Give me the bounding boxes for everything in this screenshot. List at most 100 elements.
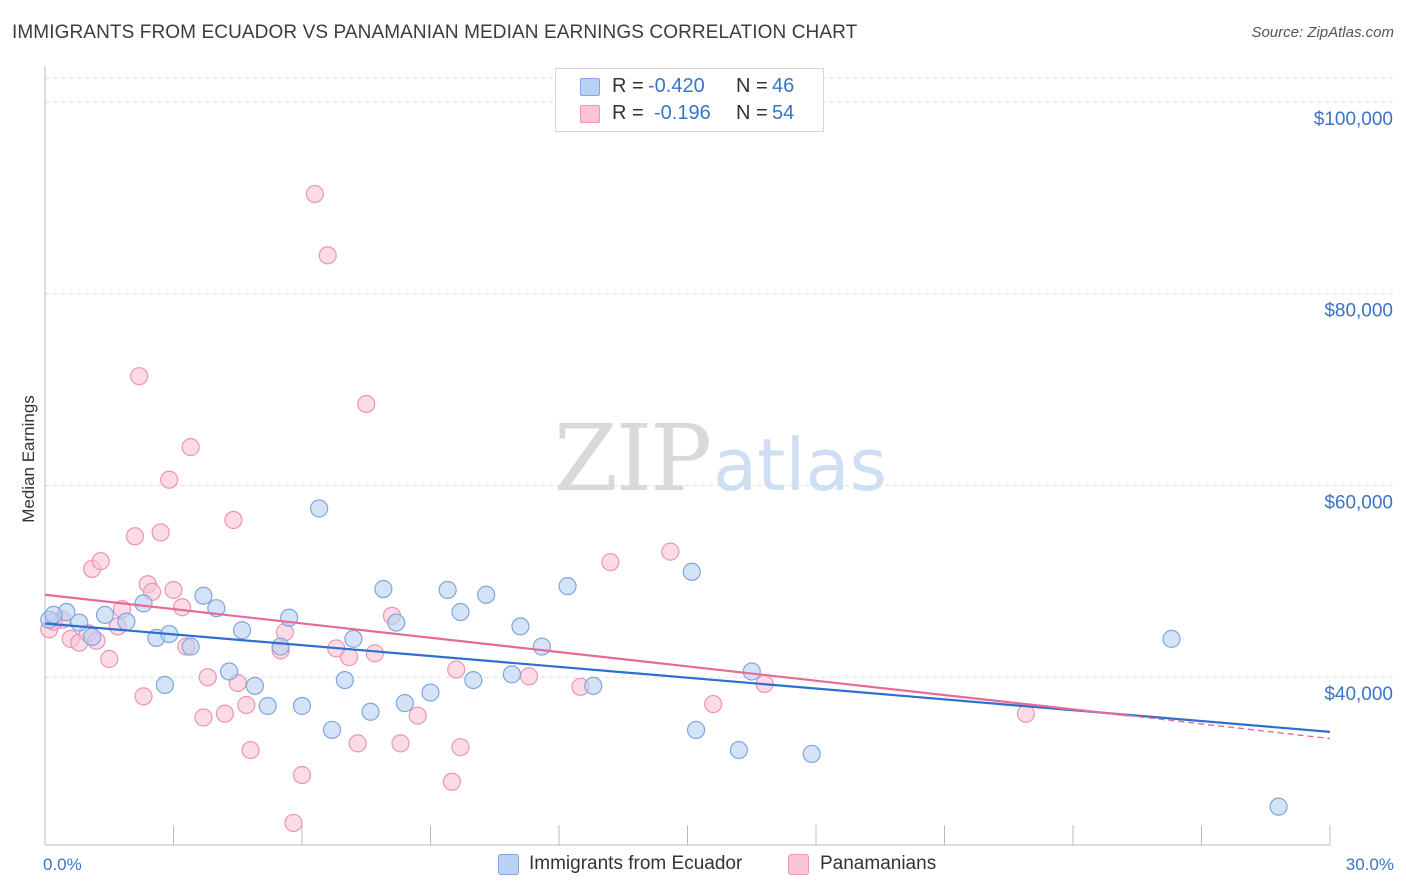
y-tick-label: $40,000 (1324, 684, 1393, 705)
panamanians-point (442, 772, 462, 791)
panamanians-point (134, 687, 153, 706)
panamanians-point (151, 523, 170, 542)
ecuador-point (310, 499, 329, 518)
panamanians-point (241, 740, 260, 760)
ecuador-point (682, 562, 701, 581)
ecuador-point (477, 585, 496, 604)
ecuador-point (232, 621, 252, 640)
legend-label: Immigrants from Ecuador (529, 853, 743, 874)
ecuador-point (220, 662, 239, 681)
y-tick-label: $100,000 (1314, 109, 1393, 130)
ecuador-point (245, 676, 264, 695)
panamanians-point (194, 708, 213, 727)
legend-n-label: N = (736, 102, 768, 124)
ecuador-point (742, 662, 761, 681)
panamanians-trend-line (44, 593, 1129, 717)
ecuador-point (532, 637, 551, 656)
ecuador-point (258, 696, 277, 716)
panamanians-point (91, 552, 110, 571)
ecuador-point (502, 665, 521, 684)
ecuador-point (292, 696, 312, 716)
panamanians-point (160, 470, 179, 489)
panamanians-point (451, 738, 470, 757)
ecuador-point (1162, 629, 1181, 648)
ecuador-point (729, 740, 749, 760)
ecuador-point (344, 629, 363, 648)
legend-row-ecuador: R = -0.420 N = 46 (556, 74, 823, 100)
panamanians-point (348, 734, 367, 753)
panamanians-point (447, 660, 466, 679)
panamanians-point (340, 647, 359, 667)
x-tick-label: 0.0% (43, 855, 82, 874)
panamanians-point (100, 649, 119, 669)
legend-swatch-blue (580, 78, 600, 96)
y-tick-label: $60,000 (1324, 492, 1393, 513)
ecuador-point (395, 694, 414, 713)
ecuador-point (421, 683, 440, 702)
panamanians-point (318, 246, 337, 265)
panamanians-point (292, 765, 312, 785)
legend-r-label: R = (612, 102, 644, 124)
panamanians-point (224, 510, 243, 530)
watermark-atlas: atlas (713, 423, 887, 507)
panamanians-point (357, 394, 376, 414)
legend-r-value: -0.196 (654, 102, 711, 124)
ecuador-point (464, 670, 483, 690)
panamanians-point (181, 438, 200, 457)
legend-row-panamanians: R = -0.196 N = 54 (556, 101, 823, 127)
ecuador-point (134, 594, 153, 613)
ecuador-point (511, 617, 530, 636)
ecuador-point (1269, 797, 1288, 816)
ecuador-point (584, 676, 603, 695)
axis-layer (44, 66, 1331, 846)
ecuador-point (361, 702, 380, 721)
source-label: Source: ZipAtlas.com (1251, 24, 1394, 41)
watermark-zip: ZIP (554, 405, 710, 512)
ecuador-point (95, 605, 115, 625)
ecuador-point (181, 637, 200, 656)
ecuador-point (70, 613, 89, 632)
legend-n-label: N = (736, 75, 768, 97)
ecuador-point (374, 579, 393, 599)
legend-label: Panamanians (820, 853, 937, 874)
panamanians-point (661, 542, 680, 561)
panamanians-point (408, 706, 427, 725)
ecuador-point (558, 577, 577, 596)
panamanians-point (198, 668, 217, 687)
y-axis-label: Median Earnings (19, 395, 38, 523)
ecuador-point (686, 720, 706, 740)
y-tick-labels: $40,000 $60,000 $80,000 $100,000 (1314, 109, 1393, 705)
ecuador-point (335, 670, 354, 690)
panamanians-point (365, 644, 384, 663)
legend-n-value: 54 (772, 102, 795, 124)
panamanians-point (704, 694, 723, 714)
correlation-legend: R = -0.420 N = 46 R = -0.196 N = 54 (555, 68, 824, 132)
legend-swatch-pink (788, 854, 809, 875)
ecuador-point (802, 744, 821, 764)
panamanians-point (391, 734, 410, 753)
chart-title: IMMIGRANTS FROM ECUADOR VS PANAMANIAN ME… (12, 22, 858, 43)
ecuador-point (155, 675, 175, 694)
legend-r-value: -0.420 (648, 75, 705, 97)
y-tick-label: $80,000 (1324, 301, 1393, 322)
ecuador-point (117, 612, 136, 631)
legend-swatch-pink (580, 105, 600, 123)
panamanians-point (164, 580, 183, 600)
ecuador-point (387, 613, 406, 632)
panamanians-trend-extension (1128, 714, 1331, 740)
legend-n-value: 46 (772, 75, 795, 97)
panamanians-point (601, 553, 620, 572)
panamanians-point (237, 695, 256, 715)
panamanians-point (130, 367, 149, 386)
ecuador-point (271, 637, 290, 656)
x-tick-label: 30.0% (1346, 855, 1394, 874)
panamanians-point (172, 598, 192, 617)
grid-layer (45, 77, 1393, 678)
ecuador-point (451, 602, 470, 622)
ecuador-point (44, 605, 63, 625)
ecuador-point (438, 580, 457, 600)
ecuador-points (40, 499, 1288, 816)
ecuador-point (83, 627, 102, 647)
legend-swatch-blue (498, 854, 519, 875)
